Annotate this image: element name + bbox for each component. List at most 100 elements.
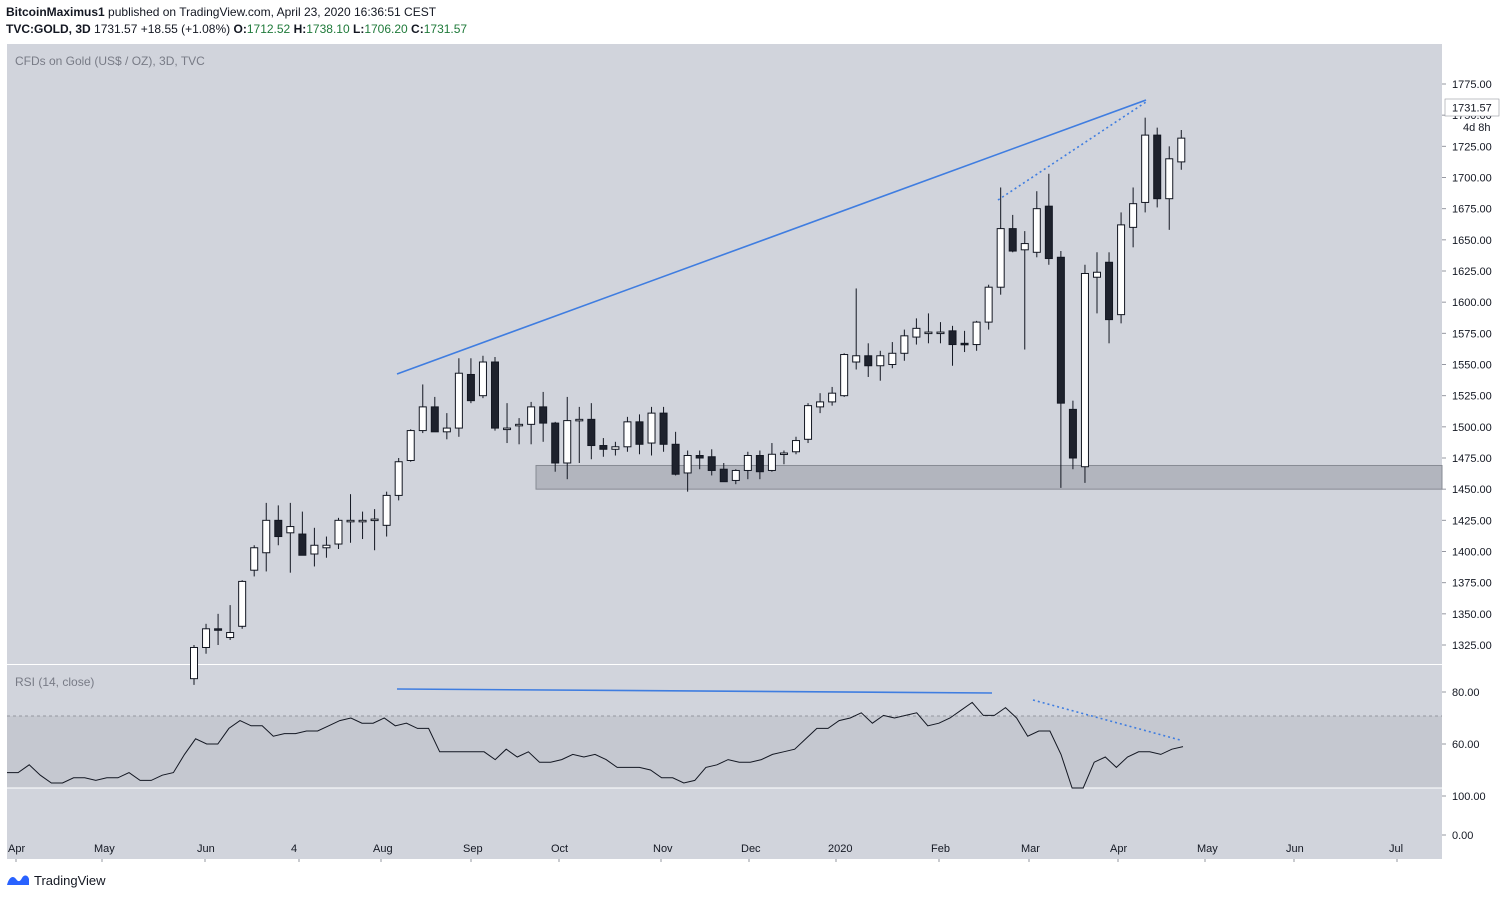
candle[interactable] — [334, 517, 343, 550]
candle[interactable] — [912, 318, 921, 345]
resistance-trendline[interactable] — [396, 99, 1147, 375]
time-axis[interactable]: Apr May Jun 4 Aug Sep Oct Nov Dec 2020 Feb Mar Apr Ma… — [8, 843, 1403, 862]
candle[interactable] — [1129, 187, 1138, 248]
candle[interactable] — [1117, 212, 1126, 324]
candle[interactable] — [719, 462, 728, 483]
candle[interactable] — [358, 511, 367, 540]
candle[interactable] — [864, 343, 873, 377]
candle[interactable] — [635, 414, 644, 455]
candle[interactable] — [1008, 214, 1017, 253]
candle[interactable] — [779, 450, 788, 465]
candle[interactable] — [960, 330, 969, 353]
candle[interactable] — [587, 403, 596, 460]
candle[interactable] — [478, 355, 487, 399]
price-pane-bg[interactable] — [7, 44, 1442, 664]
candle[interactable] — [828, 386, 837, 406]
publish-line: BitcoinMaximus1 published on TradingView… — [6, 4, 1506, 21]
candle[interactable] — [599, 438, 608, 457]
chart-canvas[interactable]: CFDs on Gold (US$ / OZ), 3D, TVC RSI (14… — [0, 40, 1509, 862]
candle[interactable] — [840, 353, 849, 397]
candle[interactable] — [647, 406, 656, 456]
candle[interactable] — [1068, 400, 1077, 470]
candle[interactable] — [623, 416, 632, 452]
candle[interactable] — [430, 396, 439, 433]
candle[interactable] — [888, 342, 897, 369]
candle[interactable] — [1032, 191, 1041, 258]
candle-series[interactable] — [190, 117, 1186, 685]
candle-body-down — [298, 533, 307, 556]
candle[interactable] — [1177, 130, 1186, 170]
candle[interactable] — [611, 441, 620, 456]
candle[interactable] — [1080, 264, 1089, 483]
low-label: L: — [352, 22, 365, 36]
candle[interactable] — [503, 403, 512, 444]
candle[interactable] — [575, 406, 584, 463]
candle[interactable] — [1105, 252, 1114, 344]
candle[interactable] — [755, 450, 764, 480]
candle[interactable] — [250, 545, 259, 577]
candle[interactable] — [671, 431, 680, 476]
candle[interactable] — [743, 451, 752, 480]
candle[interactable] — [226, 605, 235, 641]
candle[interactable] — [1093, 252, 1101, 314]
candle[interactable] — [298, 511, 307, 556]
candle[interactable] — [707, 449, 716, 476]
footer-brand[interactable]: TradingView — [6, 870, 106, 890]
candle[interactable] — [286, 502, 295, 573]
candle[interactable] — [1153, 127, 1162, 208]
candle[interactable] — [852, 288, 861, 370]
candle[interactable] — [1165, 146, 1174, 230]
candle[interactable] — [527, 401, 536, 445]
candle[interactable] — [491, 357, 499, 431]
candle[interactable] — [876, 350, 885, 381]
candle[interactable] — [515, 418, 524, 445]
candle[interactable] — [466, 358, 475, 404]
candle[interactable] — [948, 325, 957, 366]
candle[interactable] — [551, 421, 560, 472]
candle[interactable] — [238, 580, 247, 629]
candle[interactable] — [274, 505, 283, 546]
candle[interactable] — [996, 187, 1005, 295]
candle[interactable] — [1020, 231, 1029, 350]
candle[interactable] — [539, 391, 548, 442]
candle[interactable] — [695, 450, 704, 470]
candle[interactable] — [1141, 117, 1150, 213]
rsi-dotted-divergence-line[interactable] — [1032, 699, 1181, 741]
candle[interactable] — [563, 396, 572, 480]
candle[interactable] — [382, 491, 391, 537]
candle[interactable] — [346, 494, 355, 543]
candle[interactable] — [394, 458, 403, 501]
candle[interactable] — [972, 320, 981, 351]
candle[interactable] — [190, 645, 198, 685]
candle[interactable] — [322, 536, 331, 558]
candle[interactable] — [792, 436, 800, 455]
candle[interactable] — [202, 623, 211, 654]
candle[interactable] — [418, 384, 427, 434]
candle[interactable] — [659, 406, 668, 452]
rsi-divergence-line[interactable] — [396, 688, 993, 694]
open-value: 1712.52 — [246, 22, 291, 36]
candle[interactable] — [310, 527, 319, 567]
candle-body-up — [563, 420, 572, 464]
candle[interactable] — [924, 313, 933, 344]
candle[interactable] — [1044, 173, 1053, 265]
candle[interactable] — [900, 329, 909, 361]
candle[interactable] — [370, 509, 379, 551]
candle[interactable] — [214, 613, 223, 645]
candle[interactable] — [406, 429, 415, 462]
rsi-line[interactable] — [7, 701, 1184, 789]
candle[interactable] — [1056, 251, 1065, 488]
rsi-axis[interactable]: 0.00 60.00 80.00 100.00 — [1442, 687, 1486, 842]
author-name[interactable]: BitcoinMaximus1 — [6, 5, 105, 19]
candle[interactable] — [804, 403, 813, 444]
candle[interactable] — [984, 284, 993, 330]
candle[interactable] — [936, 322, 945, 344]
candle[interactable] — [262, 502, 271, 572]
candle[interactable] — [816, 393, 825, 414]
candle[interactable] — [731, 469, 740, 485]
candle[interactable] — [767, 443, 776, 472]
candle[interactable] — [442, 413, 451, 440]
candle[interactable] — [454, 358, 463, 437]
candle[interactable] — [683, 450, 692, 492]
price-axis[interactable]: 1325.00 1350.00 1375.00 1400.00 1425.00 1450.… — [1442, 79, 1492, 652]
